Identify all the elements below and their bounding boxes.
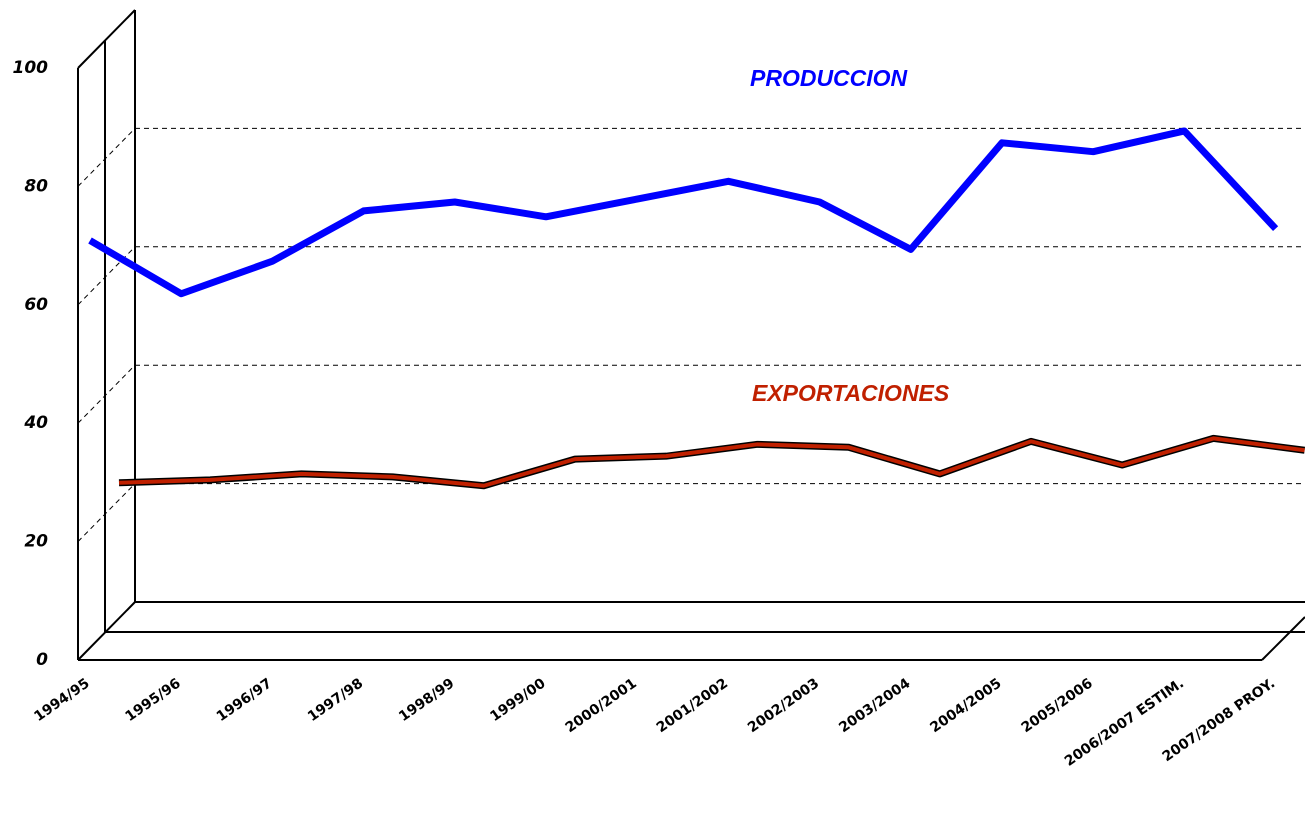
x-tick-label: 1999/00 (487, 675, 548, 725)
chart-frame (77, 9, 1305, 661)
line-series (88, 127, 1279, 298)
grid-line (77, 246, 136, 306)
x-tick-label: 1996/97 (214, 675, 275, 725)
grid-line (77, 128, 136, 187)
y-tick-label: 40 (23, 413, 48, 433)
y-tick-label: 0 (36, 650, 48, 670)
series-label: PRODUCCION (750, 65, 908, 91)
x-tick-label: 2004/2005 (927, 675, 1004, 736)
x-tick-label: 1995/96 (123, 675, 184, 725)
y-tick-label: 100 (13, 58, 49, 78)
line-series (118, 436, 1305, 488)
x-tick-label: 1997/98 (305, 675, 366, 725)
x-tick-label: 2005/2006 (1019, 675, 1096, 736)
y-tick-label: 20 (24, 532, 48, 552)
x-tick-label: 2000/2001 (563, 675, 640, 736)
y-tick-label: 80 (24, 176, 48, 196)
x-tick-label: 2001/2002 (654, 675, 731, 736)
series-label: EXPORTACIONES (752, 380, 950, 406)
grid-line (77, 364, 136, 424)
grid-line (77, 483, 136, 542)
x-tick-label: 2002/2003 (745, 675, 822, 736)
y-tick-label: 60 (24, 295, 48, 315)
x-tick-label: 1998/99 (396, 675, 457, 725)
x-tick-label: 2003/2004 (836, 675, 913, 736)
x-tick-label: 1994/95 (31, 675, 92, 725)
